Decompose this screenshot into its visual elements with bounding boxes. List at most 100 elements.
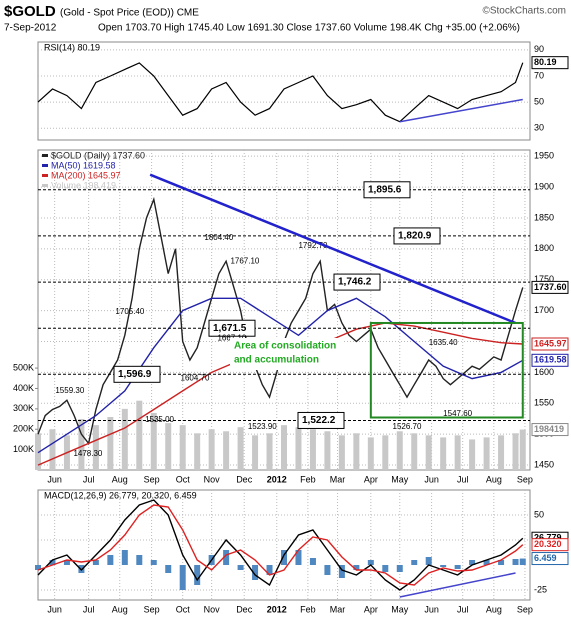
bar [252, 565, 259, 580]
level-label: 1,522.2 [302, 415, 336, 426]
legend-swatch [42, 164, 48, 167]
x-tick-label: 2012 [267, 474, 287, 484]
value-tag [531, 423, 569, 437]
bar [309, 558, 316, 565]
point-label: 1559.30 [55, 386, 84, 395]
bar [223, 431, 230, 470]
series-line [37, 499, 524, 591]
legend-label: MA(50) 1619.58 [51, 160, 116, 170]
trendline [399, 98, 523, 123]
bar [121, 550, 128, 565]
bar [382, 565, 389, 572]
consolidation-box [369, 321, 524, 419]
value-tag [531, 353, 569, 367]
instrument-name: (Gold - Spot Price (EOD)) CME [60, 8, 199, 19]
bar [512, 433, 519, 470]
point-label: 1604.70 [181, 374, 210, 383]
x-tick-label: Dec [236, 604, 253, 614]
bar [498, 435, 505, 470]
bar [425, 557, 432, 565]
bar [440, 437, 447, 470]
bar [483, 560, 490, 565]
value-tag [531, 337, 569, 351]
bar [107, 417, 114, 470]
bar [78, 419, 85, 470]
quote: Open 1703.70 High 1745.40 Low 1691.30 Cl… [98, 23, 520, 34]
y-tick-label: 1950 [534, 151, 554, 161]
x-tick-label: Dec [236, 474, 253, 484]
level-box [333, 273, 381, 291]
bar [411, 560, 418, 565]
legend-label: MA(200) 1645.97 [51, 170, 121, 180]
bar [367, 560, 374, 565]
y-tick-label: 30 [534, 123, 544, 133]
bar [396, 431, 403, 470]
y-tick-label: 1750 [534, 274, 554, 284]
annotation: Area of consolidation [234, 341, 336, 352]
y-tick-label: 1800 [534, 243, 554, 253]
bar [179, 565, 186, 590]
point-label: 1767.10 [230, 256, 259, 265]
bar [519, 429, 526, 470]
value-tag-label: 1645.97 [534, 338, 567, 348]
bar [454, 565, 461, 569]
bar [136, 555, 143, 565]
bar [194, 433, 201, 470]
bar [519, 558, 526, 565]
bar [281, 425, 287, 470]
value-tag-label: 1737.60 [534, 282, 567, 292]
x-tick-label: Aug [486, 604, 502, 614]
x-tick-label: Sep [144, 604, 160, 614]
legend-label: Volume 198,419 [51, 180, 116, 190]
bar [469, 560, 476, 565]
panel-title: MACD(12,26,9) 26.779, 20.320, 6.459 [44, 490, 197, 500]
level-box [113, 365, 161, 383]
point-label: 1523.90 [248, 422, 277, 431]
source: ©StockCharts.com [482, 6, 566, 17]
x-tick-label: Sep [517, 474, 533, 484]
x-tick-label: Jun [47, 474, 62, 484]
bar [440, 565, 447, 567]
point-label: 1547.60 [443, 409, 472, 418]
bar [425, 435, 432, 470]
bar [223, 550, 230, 565]
bar [107, 555, 114, 565]
x-tick-label: Sep [144, 474, 160, 484]
panel [37, 41, 531, 141]
y-tick-label: 70 [534, 70, 544, 80]
x-tick-label: Mar [330, 604, 346, 614]
bar [165, 423, 172, 470]
y-tick-label: 1600 [534, 367, 554, 377]
y-tick-label: 1900 [534, 181, 554, 191]
y-tick-label: 90 [534, 44, 544, 54]
point-label: 1792.70 [298, 241, 327, 250]
point-label: 1635.40 [429, 338, 458, 347]
bar [353, 433, 360, 470]
x-tick-label: Feb [300, 474, 316, 484]
series-line [37, 297, 524, 454]
y2-tick-label: 300K [13, 403, 34, 413]
y-tick-label: 1550 [534, 398, 554, 408]
bar [165, 565, 172, 573]
bar [266, 433, 273, 470]
level-label: 1,746.2 [338, 277, 372, 288]
bar [498, 560, 505, 565]
bar [252, 435, 259, 470]
x-tick-label: Aug [112, 474, 128, 484]
bar [92, 560, 99, 565]
annotation-box [230, 338, 342, 370]
y-tick-label: 1850 [534, 212, 554, 222]
level-label: 1,895.6 [368, 184, 402, 195]
x-tick-label: Apr [364, 474, 378, 484]
bar [469, 439, 476, 470]
level-box [297, 411, 345, 429]
x-tick-label: Apr [364, 604, 378, 614]
bar [194, 565, 201, 585]
point-label: 1526.70 [393, 422, 422, 431]
x-tick-label: Jul [83, 604, 95, 614]
bar [150, 412, 157, 470]
bar [411, 433, 418, 470]
trendline [399, 572, 516, 598]
x-tick-label: May [391, 474, 409, 484]
